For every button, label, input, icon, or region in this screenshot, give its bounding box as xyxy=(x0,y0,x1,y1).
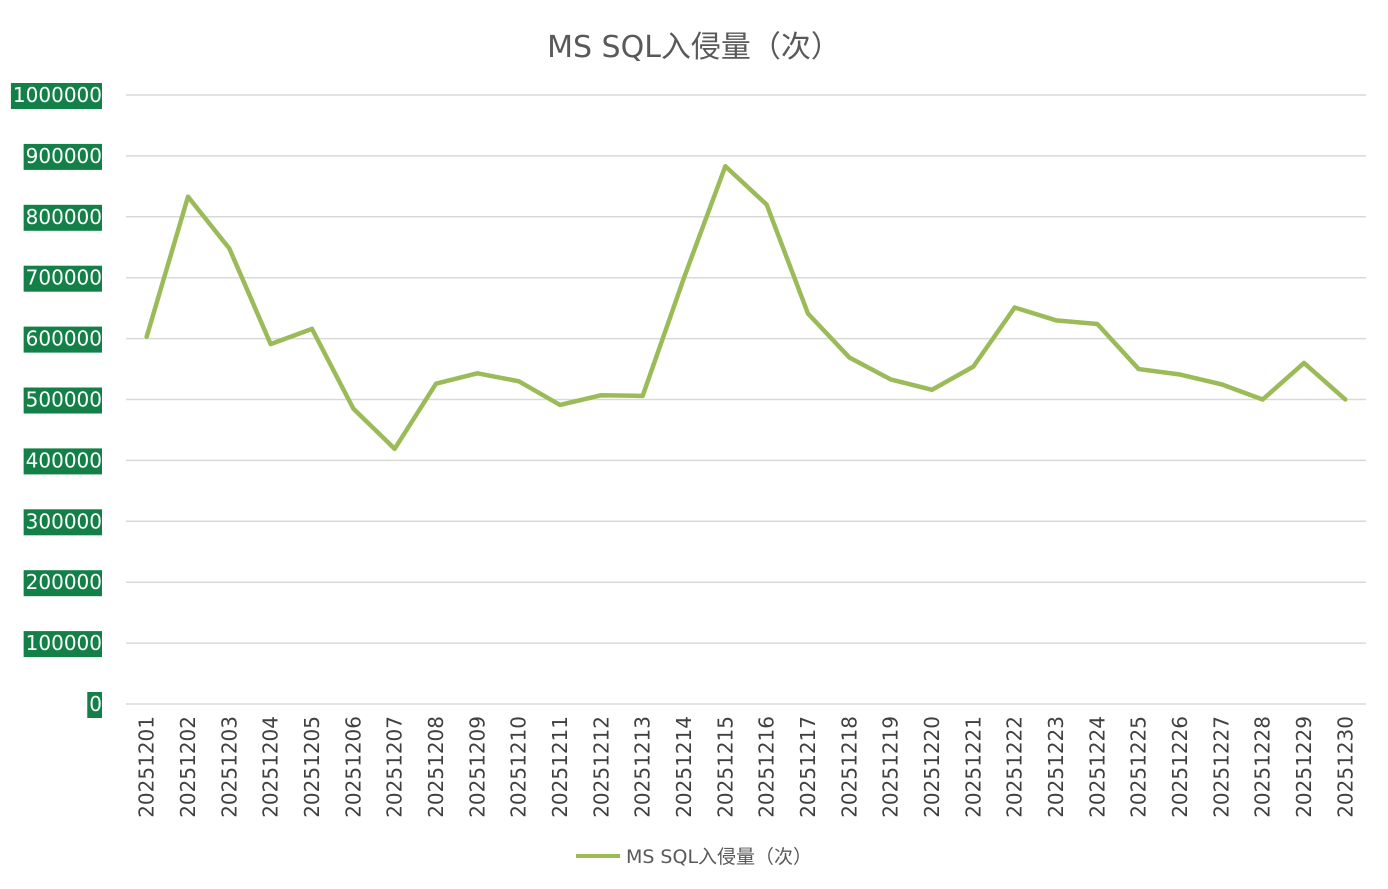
x-tick-label: 20251214 xyxy=(672,716,696,818)
y-tick-label-background xyxy=(23,448,102,475)
y-tick-label-background xyxy=(87,692,102,718)
data-point xyxy=(392,446,397,451)
x-tick-label: 20251222 xyxy=(1003,716,1027,818)
x-tick-label: 20251204 xyxy=(259,716,283,818)
data-point xyxy=(475,371,480,376)
y-tick-label-background xyxy=(23,631,102,658)
data-point xyxy=(723,164,728,169)
y-tick-label-background xyxy=(23,509,102,536)
data-point xyxy=(1343,397,1348,402)
legend-swatch xyxy=(575,853,620,858)
x-tick-label: 20251210 xyxy=(507,716,531,818)
data-point xyxy=(1260,397,1265,402)
data-point xyxy=(888,377,893,382)
y-tick-label: 200000 xyxy=(26,570,102,594)
series-line xyxy=(144,164,1348,452)
y-tick-label-background xyxy=(23,265,102,292)
x-tick-label: 20251221 xyxy=(961,716,985,818)
y-tick-label: 1000000 xyxy=(13,83,102,107)
x-tick-label: 20251211 xyxy=(548,716,572,818)
x-tick-label: 20251213 xyxy=(631,716,655,818)
y-tick-label: 400000 xyxy=(26,448,102,472)
x-tick-label: 20251206 xyxy=(341,716,365,818)
data-point xyxy=(434,381,438,386)
x-tick-label: 20251216 xyxy=(755,716,779,818)
data-point xyxy=(1219,382,1224,387)
y-tick-label-background xyxy=(23,387,102,414)
data-point xyxy=(1136,367,1141,372)
legend-label: MS SQL入侵量（次） xyxy=(625,846,813,868)
y-tick-label-background xyxy=(23,143,102,170)
y-tick-label: 500000 xyxy=(26,388,102,412)
series-layer xyxy=(144,164,1348,452)
data-point xyxy=(682,275,686,280)
legend: MS SQL入侵量（次） xyxy=(0,842,1388,869)
y-tick-label-background xyxy=(23,570,102,597)
x-tick-label: 20251227 xyxy=(1209,716,1233,818)
data-point xyxy=(971,364,976,369)
y-tick-label-background xyxy=(23,326,102,353)
x-tick-label: 20251219 xyxy=(879,716,903,818)
y-tick-label: 100000 xyxy=(26,631,102,655)
x-tick-label: 20251229 xyxy=(1292,716,1316,818)
x-tick-label: 20251217 xyxy=(796,716,820,818)
data-point xyxy=(351,406,356,411)
y-tick-label-background xyxy=(10,83,102,109)
data-point xyxy=(516,379,521,384)
x-tick-label: 20251218 xyxy=(837,716,861,818)
data-point xyxy=(186,194,190,199)
y-tick-label: 900000 xyxy=(26,144,102,168)
x-axis: 20251201 20251202 20251203 20251204 20251205… xyxy=(135,716,1358,818)
x-tick-label: 20251212 xyxy=(589,716,613,818)
data-point xyxy=(1302,360,1306,365)
data-point xyxy=(806,311,810,316)
y-tick-label: 800000 xyxy=(26,205,102,229)
gridlines xyxy=(126,94,1366,705)
y-tick-label: 0 xyxy=(89,692,102,716)
y-tick-label: 600000 xyxy=(26,327,102,351)
x-tick-label: 20251208 xyxy=(424,716,448,818)
x-tick-label: 20251209 xyxy=(465,716,489,818)
chart-title: MS SQL入侵量（次） xyxy=(547,30,841,65)
x-tick-label: 20251220 xyxy=(920,716,944,818)
data-point xyxy=(268,342,273,347)
x-tick-label: 20251202 xyxy=(176,716,200,818)
data-point xyxy=(847,355,852,360)
data-point xyxy=(640,393,645,398)
x-tick-label: 20251223 xyxy=(1044,716,1068,818)
x-tick-label: 20251225 xyxy=(1127,716,1151,818)
y-tick-label-background xyxy=(23,204,102,231)
x-tick-label: 20251228 xyxy=(1251,716,1275,818)
data-point xyxy=(558,402,562,407)
data-point xyxy=(1178,372,1182,377)
x-tick-label: 20251203 xyxy=(217,716,241,818)
data-point xyxy=(930,387,934,392)
x-tick-label: 20251226 xyxy=(1168,716,1192,818)
x-tick-label: 20251230 xyxy=(1333,716,1357,818)
y-axis: 0 100000 200000 300000 400000 500000 600000 700… xyxy=(10,83,102,718)
x-tick-label: 20251207 xyxy=(383,716,407,818)
x-tick-label: 20251224 xyxy=(1085,716,1109,818)
data-point xyxy=(1095,321,1100,326)
data-point xyxy=(1054,318,1058,323)
data-point xyxy=(144,334,149,339)
data-point xyxy=(310,326,314,331)
data-point xyxy=(227,246,232,251)
data-point xyxy=(1012,305,1017,310)
y-tick-label: 300000 xyxy=(26,509,102,533)
x-tick-label: 20251205 xyxy=(300,716,324,818)
x-tick-label: 20251201 xyxy=(135,716,159,818)
data-point xyxy=(764,202,769,207)
x-tick-label: 20251215 xyxy=(713,716,737,818)
y-tick-label: 700000 xyxy=(26,266,102,290)
data-point xyxy=(599,393,604,398)
